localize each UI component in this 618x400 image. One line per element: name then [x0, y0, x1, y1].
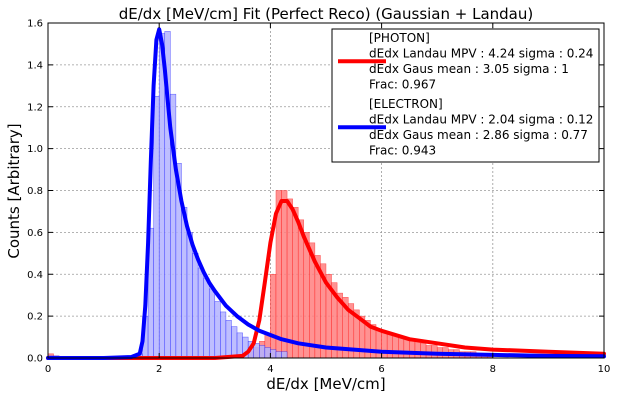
legend-electron-line-1: dEdx Landau MPV : 2.04 sigma : 0.12 [369, 113, 593, 127]
legend-photon-line-2: dEdx Gaus mean : 3.05 sigma : 1 [369, 62, 569, 76]
legend-photon-line-0: [PHOTON] [369, 31, 430, 45]
fit-curves [46, 27, 606, 360]
fit-line-electron [46, 27, 606, 360]
x-tick-label: 4 [267, 364, 273, 375]
bar-photon-27 [386, 332, 393, 359]
legend: [PHOTON] dEdx Landau MPV : 4.24 sigma : 0… [331, 28, 600, 163]
bar-photon-10 [292, 207, 299, 359]
legend-electron-line-0: [ELECTRON] [369, 97, 443, 111]
bar-photon-9 [286, 198, 293, 359]
bar-electron-13 [197, 267, 204, 359]
x-tick-label: 0 [45, 364, 51, 375]
y-tick-label: 1.4 [27, 60, 43, 71]
y-tick-label: 1.2 [27, 102, 43, 113]
bar-photon-11 [297, 219, 305, 359]
bar-photon-33 [420, 343, 427, 359]
chart-title: dE/dx [MeV/cm] Fit (Perfect Reco) (Gauss… [119, 5, 533, 23]
y-axis-label: Counts [Arbitrary] [5, 123, 23, 258]
bar-electron-24 [259, 345, 266, 359]
y-tick-label: 0.6 [27, 228, 43, 239]
bar-photon-32 [414, 341, 421, 359]
bar-electron-6 [158, 33, 166, 359]
y-tick-label: 0.4 [27, 270, 43, 281]
axis-ticks: 0 2 4 6 8 10 0.0 0.2 0.4 0.6 0.8 1.0 1.2 1.4 1.6 [27, 19, 610, 376]
bar-electron-18 [225, 320, 232, 359]
bar-electron-25 [264, 347, 271, 359]
bar-electron-14 [203, 278, 210, 359]
x-tick-label: 2 [156, 364, 162, 375]
bar-electron-12 [192, 253, 199, 359]
x-axis-label: dE/dx [MeV/cm] [266, 375, 385, 393]
bar-electron-16 [214, 301, 221, 359]
fit-line-photon [46, 199, 606, 360]
x-tick-label: 8 [490, 364, 496, 375]
bar-electron-26 [270, 349, 277, 359]
y-tick-label: 1.6 [27, 19, 43, 30]
bar-electron-28 [281, 351, 288, 359]
legend-electron-line-3: Frac: 0.943 [369, 144, 436, 158]
bar-electron-27 [275, 351, 282, 359]
legend-photon-line-1: dEdx Landau MPV : 4.24 sigma : 0.24 [369, 47, 593, 61]
y-tick-label: 0.8 [27, 186, 43, 197]
x-tick-label: 6 [378, 364, 384, 375]
legend-electron-line-2: dEdx Gaus mean : 2.86 sigma : 0.77 [369, 128, 588, 142]
legend-photon-line-3: Frac: 0.967 [369, 78, 436, 92]
bar-electron-19 [231, 326, 238, 359]
bar-electron-17 [220, 311, 227, 359]
bar-photon-31 [409, 341, 416, 359]
y-tick-label: 0.0 [27, 354, 43, 365]
bar-photon-6 [270, 274, 277, 359]
bar-electron-5 [153, 96, 160, 359]
y-tick-label: 1.0 [27, 144, 43, 155]
bar-electron-15 [208, 288, 216, 359]
legend-box [331, 28, 600, 163]
bar-electron-11 [186, 232, 193, 359]
histogram-bars [47, 31, 494, 359]
bar-photon-28 [392, 334, 399, 359]
bar-photon-29 [398, 336, 405, 359]
x-tick-label: 10 [598, 364, 611, 375]
bar-photon-30 [403, 338, 410, 359]
bar-photon-26 [381, 330, 388, 359]
y-tick-label: 0.2 [27, 312, 43, 323]
bar-photon-8 [281, 190, 288, 359]
